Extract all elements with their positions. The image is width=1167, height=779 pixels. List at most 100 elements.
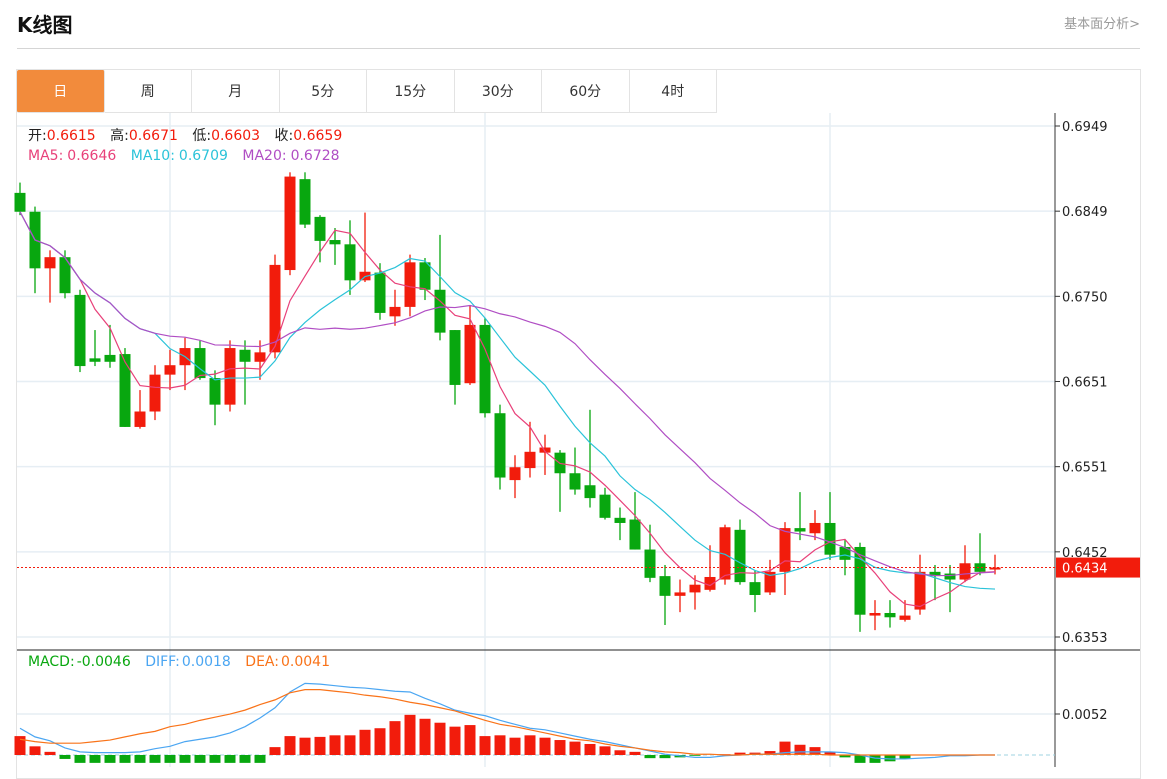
macd-bar <box>899 755 911 759</box>
dea-value: 0.0041 <box>280 654 330 670</box>
macd-bar <box>314 736 326 755</box>
tab-week[interactable]: 周 <box>104 70 192 113</box>
candle-body <box>839 546 851 560</box>
macd-bar <box>554 740 566 755</box>
candle-body <box>809 522 821 534</box>
ma5-line <box>19 211 996 608</box>
macd-bar <box>659 755 671 759</box>
candle-body <box>824 522 836 555</box>
open-value: 0.6615 <box>46 128 96 144</box>
macd-bar <box>104 755 116 763</box>
macd-bar <box>209 755 221 763</box>
ma5-value: 0.6646 <box>67 148 117 164</box>
macd-bar <box>614 750 626 755</box>
macd-bar <box>854 755 866 763</box>
dea-line <box>19 689 995 756</box>
macd-bar <box>689 755 701 756</box>
macd-bar <box>569 741 581 755</box>
candle-body <box>164 365 176 375</box>
macd-bar <box>839 755 851 758</box>
divider <box>17 48 1140 49</box>
candle-body <box>284 176 296 271</box>
candle-body <box>134 411 146 427</box>
macd-bar <box>809 747 821 755</box>
macd-bar <box>149 755 161 763</box>
ohlc-legend: 开:0.6615 高:0.6671 低:0.6603 收:0.6659 <box>28 125 352 145</box>
price-tick-label: 0.6849 <box>1062 205 1108 220</box>
price-tick-label: 0.6551 <box>1062 461 1108 476</box>
candle-body <box>644 549 656 578</box>
tab-4hour[interactable]: 4时 <box>629 70 717 113</box>
candle-body <box>254 352 266 362</box>
diff-value: 0.0018 <box>181 654 231 670</box>
macd-tick-label: 0.0052 <box>1062 708 1108 723</box>
candle-body <box>194 348 206 379</box>
macd-bar <box>329 735 341 755</box>
tab-30min[interactable]: 30分 <box>454 70 542 113</box>
macd-bar <box>224 755 236 763</box>
candle-body <box>749 582 761 595</box>
tab-day[interactable]: 日 <box>17 70 105 113</box>
macd-bar <box>59 755 71 759</box>
candle-body <box>299 179 311 225</box>
candle-body <box>524 451 536 469</box>
candle-body <box>764 571 776 593</box>
candle-body <box>149 374 161 412</box>
candle-body <box>434 289 446 333</box>
open-label: 开: <box>28 128 47 144</box>
page-title: K线图 <box>17 13 73 37</box>
candle-body <box>599 494 611 518</box>
macd-bar <box>389 721 401 755</box>
macd-bar <box>464 725 476 755</box>
candle-body <box>239 349 251 362</box>
price-tick-label: 0.6949 <box>1062 120 1108 135</box>
candle-body <box>869 612 881 616</box>
tab-month[interactable]: 月 <box>192 70 280 113</box>
low-label: 低: <box>192 128 212 144</box>
price-tick-label: 0.6750 <box>1062 290 1108 305</box>
candle-body <box>959 563 971 580</box>
macd-bar <box>134 755 146 763</box>
candle-body <box>779 528 791 572</box>
ma20-line <box>19 211 996 577</box>
macd-bar <box>449 726 461 755</box>
candle-body <box>494 413 506 478</box>
candle-body <box>689 584 701 593</box>
macd-bar <box>14 736 26 755</box>
diff-line <box>19 682 995 760</box>
tab-60min[interactable]: 60分 <box>542 70 630 113</box>
macd-label: MACD: <box>28 654 75 670</box>
macd-bar <box>539 737 551 755</box>
candle-body <box>89 358 101 362</box>
candle-body <box>269 264 281 353</box>
tab-15min[interactable]: 15分 <box>367 70 455 113</box>
candle-body <box>119 354 131 427</box>
candle-body <box>989 567 1001 570</box>
macd-bar <box>644 755 656 759</box>
candle-body <box>584 485 596 499</box>
macd-bar <box>629 751 641 755</box>
ma-legend: MA5: 0.6646 MA10: 0.6709 MA20: 0.6728 <box>28 148 350 164</box>
macd-bar <box>404 714 416 755</box>
candle-body <box>44 257 56 269</box>
high-label: 高: <box>110 128 129 144</box>
candle-body <box>314 216 326 241</box>
candle-body <box>884 612 896 618</box>
price-tick-label: 0.6353 <box>1062 631 1108 646</box>
macd-bar <box>359 729 371 755</box>
macd-bar <box>764 751 776 755</box>
fundamental-analysis-link[interactable]: 基本面分析> <box>1064 17 1140 32</box>
candle-body <box>419 262 431 290</box>
dea-label: DEA: <box>245 654 279 670</box>
candle-body <box>899 615 911 620</box>
macd-bar <box>794 744 806 755</box>
tab-5min[interactable]: 5分 <box>279 70 367 113</box>
ma10-value: 0.6709 <box>178 148 228 164</box>
candle-body <box>944 573 956 580</box>
candle-body <box>209 378 221 405</box>
candle-body <box>629 519 641 550</box>
macd-bar <box>179 755 191 763</box>
current-price-badge <box>1056 557 1140 578</box>
candle-body <box>974 563 986 572</box>
